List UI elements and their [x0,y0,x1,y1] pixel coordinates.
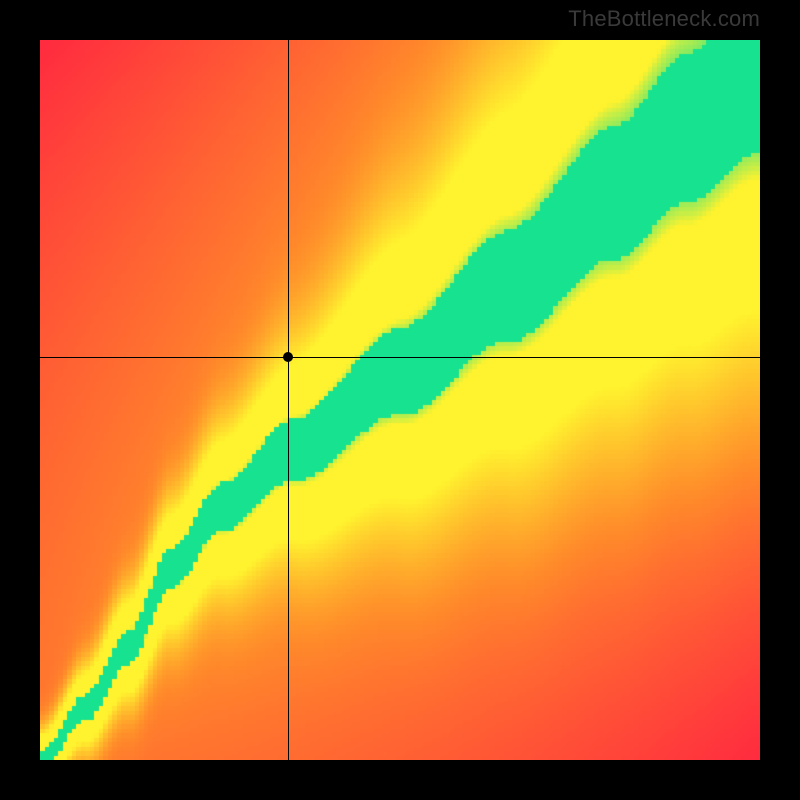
watermark-text: TheBottleneck.com [568,6,760,32]
heatmap-canvas [40,40,760,760]
heatmap-plot [40,40,760,760]
